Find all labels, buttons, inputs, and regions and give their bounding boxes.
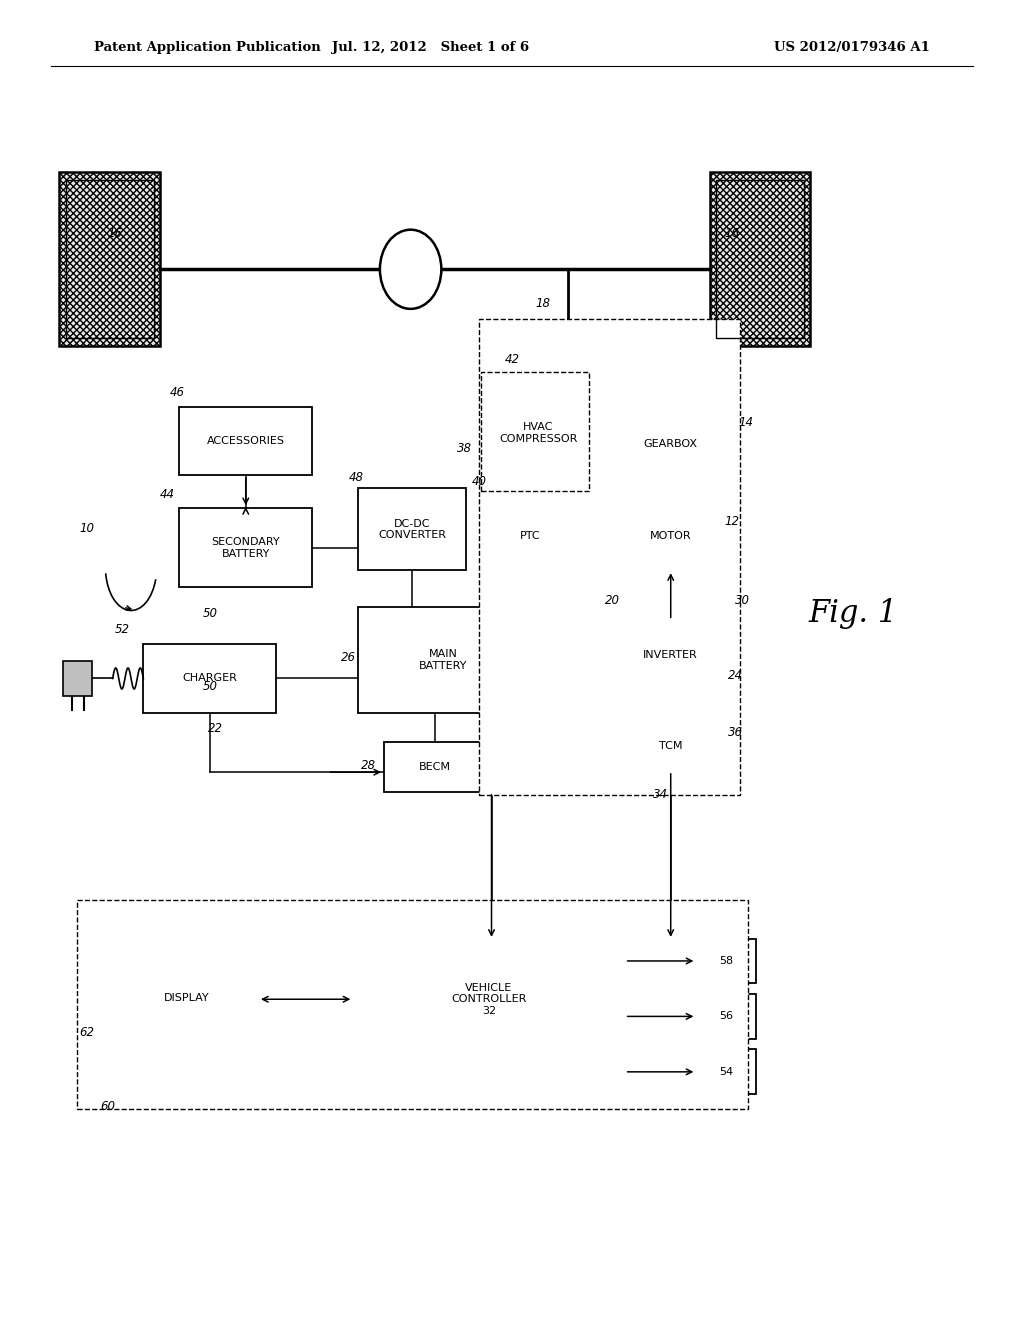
Text: 58: 58 [719,956,733,966]
Text: 54: 54 [719,1067,733,1077]
Text: 10: 10 [80,521,94,535]
Bar [481,372,589,491]
Text: VEHICLE
CONTROLLER
32: VEHICLE CONTROLLER 32 [452,982,526,1016]
Text: GEARBOX: GEARBOX [644,438,697,449]
Bar [710,172,810,346]
Bar [696,994,756,1039]
Bar [489,502,571,570]
Text: 44: 44 [160,488,174,502]
Text: 60: 60 [100,1100,115,1113]
Bar [63,661,92,696]
Bar [353,940,625,1059]
Text: 18: 18 [536,297,550,310]
Text: 16: 16 [108,227,122,240]
Bar [77,900,748,1109]
Bar [179,407,312,475]
Text: MOTOR: MOTOR [650,531,691,541]
Text: Jul. 12, 2012   Sheet 1 of 6: Jul. 12, 2012 Sheet 1 of 6 [332,41,528,54]
Text: 14: 14 [738,416,753,429]
Text: HVAC
COMPRESSOR: HVAC COMPRESSOR [499,422,578,444]
Text: 56: 56 [719,1011,733,1022]
Text: BECM: BECM [419,762,452,772]
Text: SECONDARY
BATTERY: SECONDARY BATTERY [211,537,281,558]
Text: 20: 20 [605,594,620,607]
Text: 26: 26 [341,651,355,664]
Text: CHARGER: CHARGER [182,673,238,684]
Text: 52: 52 [115,623,129,636]
Bar [696,1049,756,1094]
Text: 24: 24 [728,669,742,682]
Text: TCM: TCM [659,741,682,751]
Text: 42: 42 [505,352,519,366]
Bar [358,488,466,570]
Text: 50: 50 [203,680,217,693]
Bar [614,502,727,570]
Text: 40: 40 [472,475,486,488]
Text: 22: 22 [208,722,222,735]
Bar [489,388,587,478]
Text: DISPLAY: DISPLAY [164,993,209,1003]
Bar [716,180,804,338]
Text: US 2012/0179346 A1: US 2012/0179346 A1 [774,41,930,54]
Text: 12: 12 [725,515,739,528]
Text: 30: 30 [735,594,750,607]
Bar [479,319,740,795]
Text: 38: 38 [458,442,472,455]
Text: 36: 36 [728,726,742,739]
Text: 16: 16 [725,227,739,240]
Bar [614,409,727,478]
Text: INVERTER: INVERTER [643,649,698,660]
Bar [143,644,276,713]
Text: Fig. 1: Fig. 1 [809,598,898,630]
Bar [66,180,154,338]
Text: 48: 48 [349,471,364,484]
Circle shape [380,230,441,309]
Text: PTC: PTC [520,531,541,541]
Bar [696,939,756,983]
Bar [115,953,258,1043]
Bar [59,172,160,346]
Text: MAIN
BATTERY: MAIN BATTERY [419,649,467,671]
Bar [358,607,527,713]
Bar [614,620,727,689]
Bar [384,742,486,792]
Text: 28: 28 [361,759,376,772]
Text: DC-DC
CONVERTER: DC-DC CONVERTER [378,519,446,540]
Text: 62: 62 [80,1026,94,1039]
Text: Patent Application Publication: Patent Application Publication [94,41,321,54]
Bar [179,508,312,587]
Text: 50: 50 [203,607,217,620]
Bar [614,721,727,771]
Text: 34: 34 [653,788,668,801]
Text: 46: 46 [170,385,184,399]
Text: ACCESSORIES: ACCESSORIES [207,436,285,446]
